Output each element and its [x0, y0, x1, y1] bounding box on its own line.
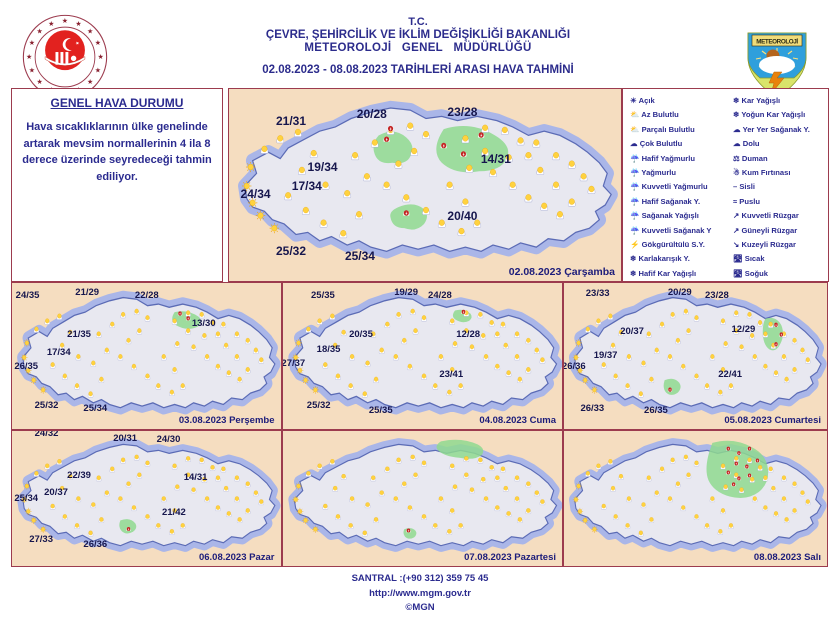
svg-text:★: ★: [75, 19, 82, 28]
svg-text:★: ★: [29, 65, 35, 74]
svg-text:★: ★: [26, 52, 32, 61]
svg-text:★: ★: [48, 19, 55, 28]
svg-text:★: ★: [62, 16, 69, 25]
svg-text:★: ★: [95, 38, 101, 47]
svg-text:★: ★: [36, 77, 42, 86]
svg-text:★: ★: [29, 38, 35, 47]
svg-text:★: ★: [87, 77, 94, 86]
svg-text:★: ★: [98, 52, 104, 61]
svg-text:METEOROLOJİ: METEOROLOJİ: [756, 38, 798, 46]
svg-text:★: ★: [87, 27, 94, 36]
svg-text:★: ★: [36, 27, 42, 36]
svg-text:★: ★: [95, 65, 101, 74]
